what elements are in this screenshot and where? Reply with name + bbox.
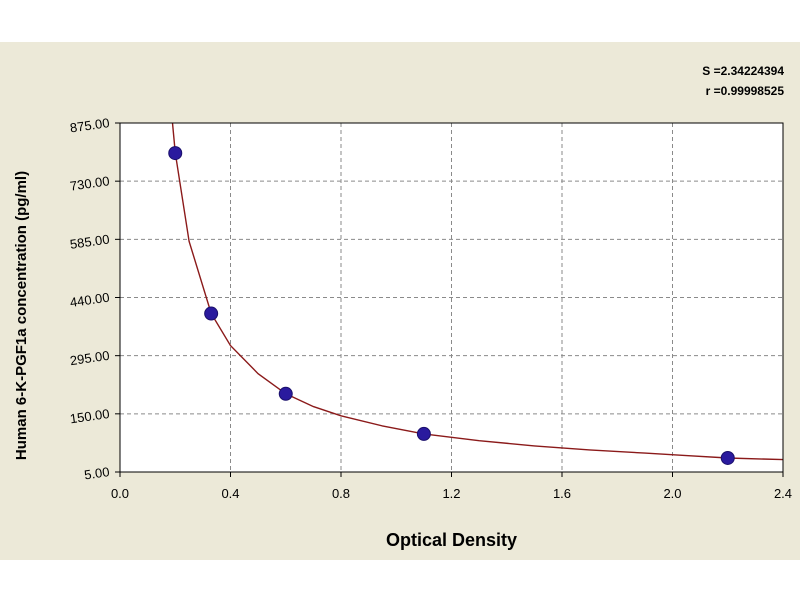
- y-tick-label: 585.00: [69, 231, 110, 251]
- y-tick-label: 440.00: [69, 290, 110, 310]
- grid-lines: [120, 123, 783, 472]
- y-tick-label: 875.00: [69, 115, 110, 135]
- x-tick-label: 2.0: [663, 486, 681, 501]
- fit-curve-group: [171, 122, 784, 461]
- calibration-chart: 0.0 0.4 0.8 1.2 1.6 2.0 2.4 5.00 150.00 295.00 440…: [13, 115, 792, 550]
- data-point: [168, 146, 183, 161]
- x-axis-label: Optical Density: [386, 530, 517, 550]
- x-tick-label: 0.0: [111, 486, 129, 501]
- stat-r-value: r =0.99998525: [705, 84, 784, 98]
- x-tick-label: 2.4: [774, 486, 792, 501]
- plot-frame: [119, 122, 784, 473]
- y-tick-label: 150.00: [69, 406, 110, 426]
- x-tick-label: 1.6: [553, 486, 571, 501]
- data-points: [168, 146, 735, 465]
- x-tick-label: 1.2: [442, 486, 460, 501]
- stat-s-value: S =2.34224394: [702, 64, 784, 78]
- data-point: [416, 426, 431, 441]
- y-tick-label: 5.00: [83, 464, 110, 482]
- data-point: [720, 450, 735, 465]
- data-point: [204, 306, 219, 321]
- fit-curve: [171, 122, 784, 461]
- chart-panel: 0.0 0.4 0.8 1.2 1.6 2.0 2.4 5.00 150.00 295.00 440…: [0, 42, 800, 560]
- axes: 0.0 0.4 0.8 1.2 1.6 2.0 2.4 5.00 150.00 295.00 440…: [69, 115, 792, 501]
- y-axis-label: Human 6-K-PGF1a concentration (pg/ml): [13, 171, 30, 460]
- data-point: [278, 386, 293, 401]
- x-tick-label: 0.8: [332, 486, 350, 501]
- y-tick-label: 295.00: [69, 348, 110, 368]
- x-tick-label: 0.4: [221, 486, 239, 501]
- y-tick-label: 730.00: [69, 173, 110, 193]
